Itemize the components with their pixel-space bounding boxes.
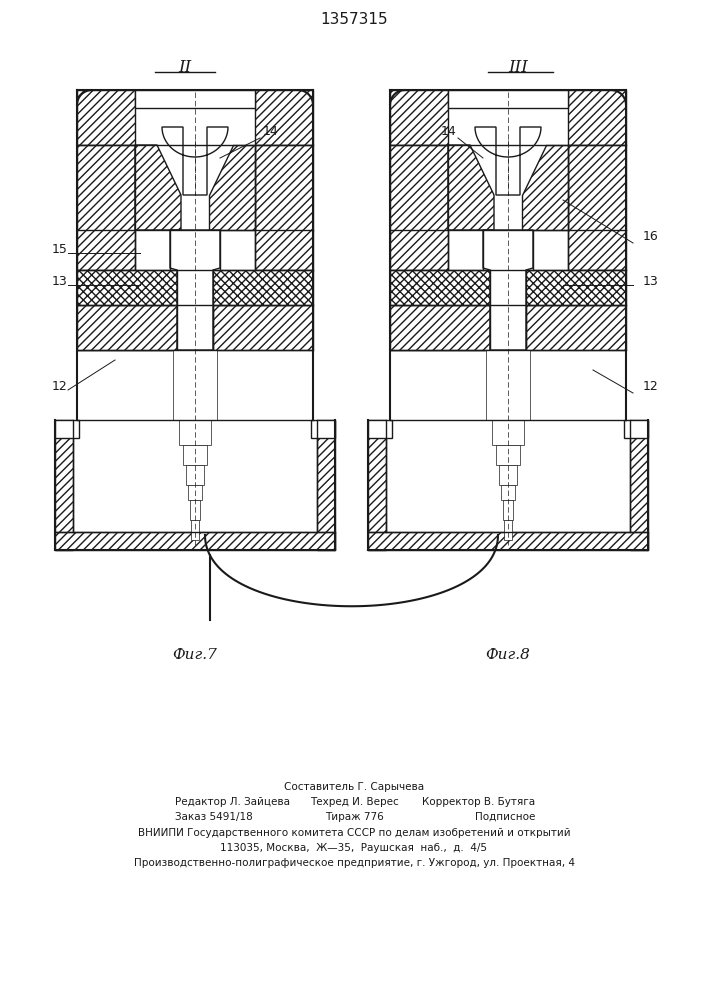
Text: 13: 13 [52, 275, 68, 288]
Text: Производственно-полиграфическое предприятие, г. Ужгород, ул. Проектная, 4: Производственно-полиграфическое предприя… [134, 858, 575, 868]
Bar [390, 305, 490, 350]
Bar [486, 350, 530, 420]
Bar [255, 90, 313, 145]
Bar [496, 445, 520, 465]
Polygon shape [475, 127, 541, 195]
Text: Составитель Г. Сарычева: Составитель Г. Сарычева [284, 782, 424, 792]
Polygon shape [522, 145, 568, 230]
Bar [368, 420, 392, 438]
Text: 14: 14 [263, 125, 279, 138]
Bar [317, 420, 335, 550]
Bar [390, 145, 448, 270]
Polygon shape [470, 135, 546, 345]
Bar [390, 305, 485, 350]
Bar [55, 420, 73, 550]
Text: Заказ 5491/18: Заказ 5491/18 [175, 812, 252, 822]
Polygon shape [135, 145, 181, 230]
Text: 12: 12 [52, 380, 68, 393]
Bar [186, 465, 204, 485]
Bar [188, 485, 202, 500]
Bar [190, 500, 200, 520]
Bar [504, 520, 512, 540]
Bar [255, 145, 313, 270]
Text: Подписное: Подписное [474, 812, 535, 822]
Text: 113035, Москва,  Ж—35,  Раушская  наб.,  д.  4/5: 113035, Москва, Ж—35, Раушская наб., д. … [221, 843, 488, 853]
Text: 1357315: 1357315 [320, 12, 388, 27]
Text: Тираж 776: Тираж 776 [325, 812, 383, 822]
Bar [624, 420, 648, 438]
Text: Фиг.8: Фиг.8 [486, 648, 530, 662]
Bar [311, 420, 335, 438]
Text: 14: 14 [440, 125, 456, 138]
Polygon shape [162, 127, 228, 195]
Bar [492, 420, 524, 445]
Polygon shape [448, 145, 494, 230]
Polygon shape [483, 230, 533, 350]
Bar [368, 532, 648, 550]
Bar [77, 145, 135, 270]
Text: 16: 16 [643, 230, 659, 243]
Text: III: III [508, 60, 528, 77]
Polygon shape [170, 230, 220, 350]
Bar [503, 500, 513, 520]
Bar [568, 145, 626, 270]
Polygon shape [157, 135, 233, 345]
Bar [213, 305, 313, 350]
Bar [448, 90, 568, 108]
Text: Редактор Л. Зайцева: Редактор Л. Зайцева [175, 797, 290, 807]
Text: Фиг.7: Фиг.7 [173, 648, 218, 662]
Bar [526, 305, 626, 350]
Bar [77, 305, 172, 350]
Bar [368, 420, 386, 550]
Bar [499, 465, 517, 485]
Bar [77, 90, 135, 145]
Text: 15: 15 [52, 243, 68, 256]
Text: 12: 12 [643, 380, 659, 393]
Text: 13: 13 [643, 275, 659, 288]
Polygon shape [209, 145, 255, 230]
Text: II: II [178, 60, 192, 77]
Bar [77, 305, 177, 350]
Bar [183, 445, 207, 465]
Bar [630, 420, 648, 550]
Bar [55, 420, 79, 438]
Bar [568, 90, 626, 145]
Bar [179, 420, 211, 445]
Bar [390, 90, 448, 145]
Bar [135, 90, 255, 108]
Bar [191, 520, 199, 540]
Text: ВНИИПИ Государственного комитета СССР по делам изобретений и открытий: ВНИИПИ Государственного комитета СССР по… [138, 828, 571, 838]
Text: Техред И. Верес: Техред И. Верес [310, 797, 398, 807]
Bar [173, 350, 217, 420]
Bar [501, 485, 515, 500]
Bar [55, 532, 335, 550]
Bar [77, 270, 313, 305]
Bar [390, 270, 626, 305]
Text: Корректор В. Бутяга: Корректор В. Бутяга [422, 797, 535, 807]
